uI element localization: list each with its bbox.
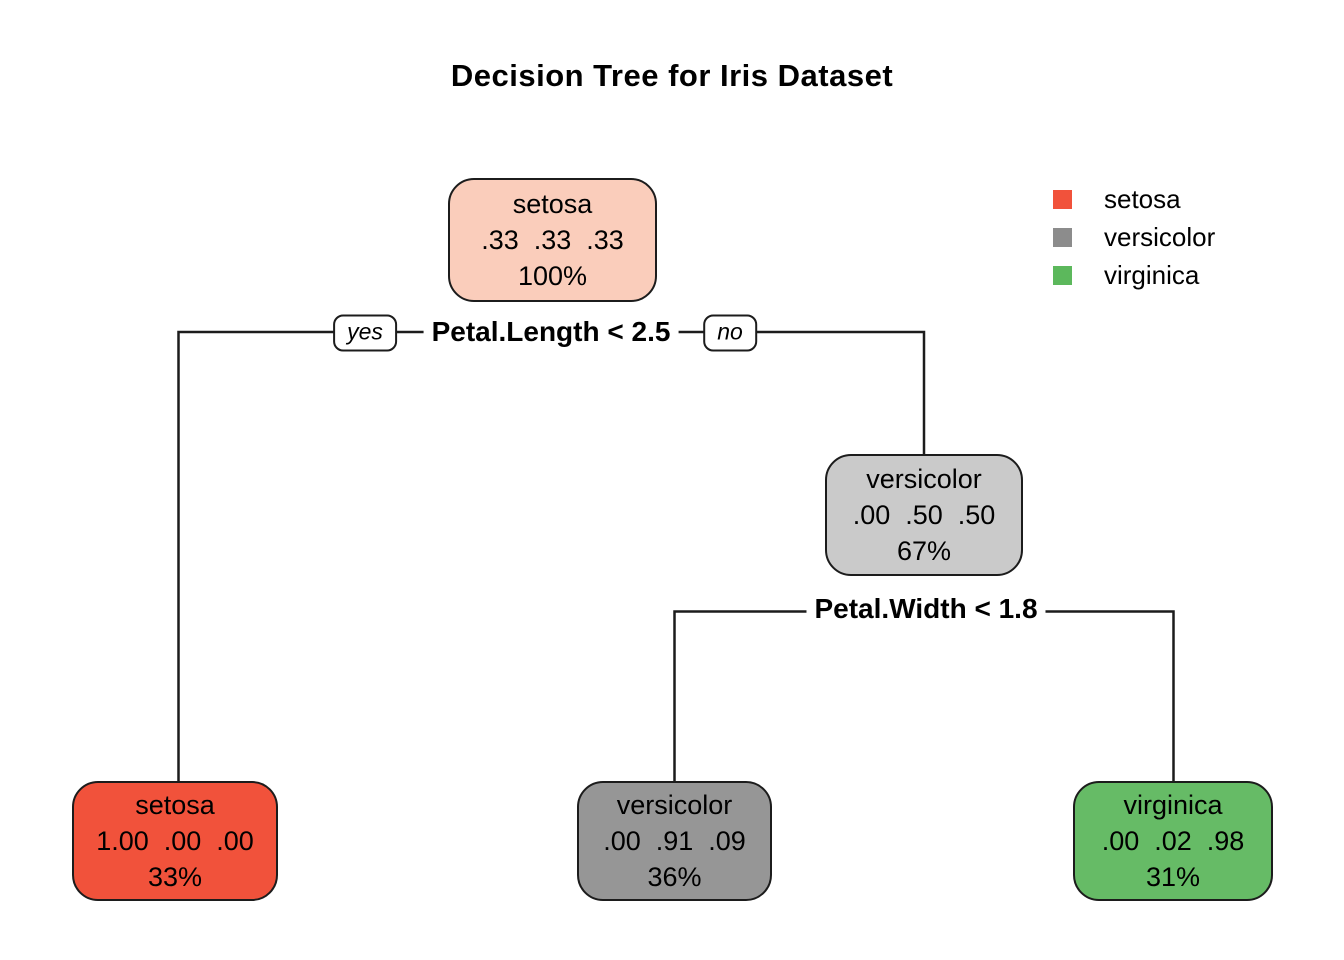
node-probabilities: .00 .02 .98 bbox=[1101, 826, 1245, 856]
node-internal-versicolor: versicolor .00 .50 .50 67% bbox=[825, 454, 1023, 576]
legend-label: setosa bbox=[1104, 183, 1181, 214]
node-probabilities: .00 .50 .50 bbox=[852, 500, 996, 530]
legend-item-setosa: setosa bbox=[1053, 180, 1215, 218]
node-class-label: versicolor bbox=[866, 464, 982, 494]
node-root-setosa: setosa .33 .33 .33 100% bbox=[448, 178, 657, 302]
split1-condition: Petal.Length < 2.5 bbox=[423, 315, 679, 349]
yes-branch-badge: yes bbox=[333, 314, 397, 352]
branch-line-split1 bbox=[177, 330, 926, 783]
node-class-label: setosa bbox=[512, 189, 593, 219]
plot-title: Decision Tree for Iris Dataset bbox=[450, 58, 894, 93]
versicolor-color-swatch bbox=[1053, 227, 1072, 247]
no-branch-badge: no bbox=[703, 314, 757, 352]
node-coverage-percent: 36% bbox=[647, 862, 702, 892]
branch-line-split2 bbox=[673, 610, 1175, 783]
node-class-label: versicolor bbox=[616, 790, 733, 820]
node-class-label: setosa bbox=[135, 790, 215, 820]
node-probabilities: .00 .91 .09 bbox=[603, 826, 746, 856]
split2-condition: Petal.Width < 1.8 bbox=[806, 592, 1046, 626]
node-coverage-percent: 100% bbox=[517, 261, 588, 291]
leaf-node-setosa: setosa 1.00 .00 .00 33% bbox=[72, 781, 278, 901]
leaf-node-versicolor: versicolor .00 .91 .09 36% bbox=[577, 781, 772, 901]
node-probabilities: 1.00 .00 .00 bbox=[96, 826, 254, 856]
node-class-label: virginica bbox=[1123, 790, 1223, 820]
legend-label: virginica bbox=[1104, 259, 1200, 290]
virginica-color-swatch bbox=[1053, 265, 1072, 285]
class-legend: setosa versicolor virginica bbox=[1053, 180, 1215, 294]
legend-item-versicolor: versicolor bbox=[1053, 218, 1215, 256]
leaf-node-virginica: virginica .00 .02 .98 31% bbox=[1073, 781, 1273, 901]
node-coverage-percent: 33% bbox=[147, 862, 203, 892]
node-coverage-percent: 67% bbox=[896, 536, 952, 566]
node-probabilities: .33 .33 .33 bbox=[481, 225, 624, 255]
legend-label: versicolor bbox=[1104, 221, 1216, 252]
legend-item-virginica: virginica bbox=[1053, 256, 1215, 294]
setosa-color-swatch bbox=[1053, 189, 1072, 209]
node-coverage-percent: 31% bbox=[1145, 862, 1201, 892]
